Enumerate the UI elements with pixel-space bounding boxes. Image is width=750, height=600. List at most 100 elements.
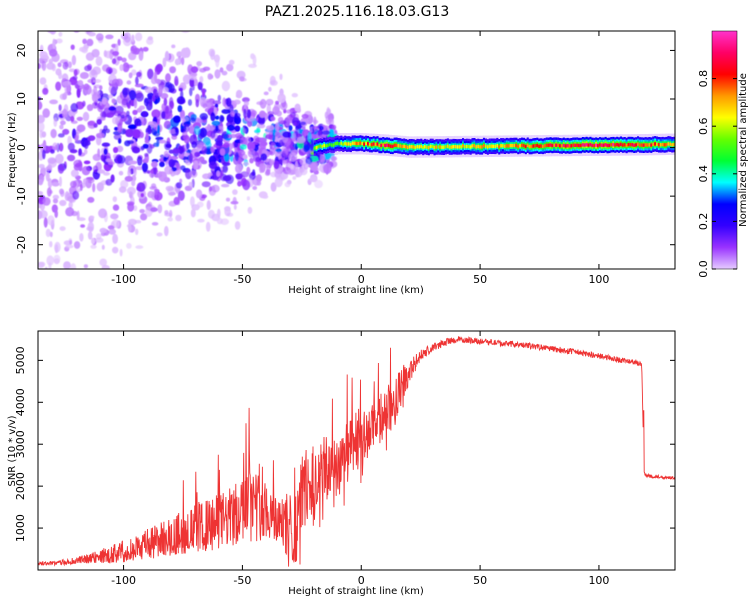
- spectrogram-blob: [67, 154, 76, 162]
- spectrogram-blob: [131, 179, 136, 187]
- colorbar-tick-label: 0.6: [697, 117, 710, 135]
- spectrogram-blob: [291, 93, 298, 98]
- spectrogram-blob: [111, 58, 117, 65]
- spectrogram-blob: [215, 140, 223, 147]
- spectrogram-blob: [156, 139, 160, 148]
- spectrogram-blob: [92, 183, 96, 193]
- spectrogram-blob: [76, 88, 81, 98]
- spectrogram-blob: [103, 50, 108, 58]
- spectrogram-blob: [181, 56, 185, 66]
- spectrogram-blob: [134, 32, 143, 42]
- spectrogram-ridge-cell: [595, 143, 598, 147]
- spectrogram-blob: [135, 76, 139, 85]
- spectrogram-blob: [152, 95, 156, 102]
- spectrogram-blob: [53, 117, 58, 127]
- spectrogram-blob: [243, 100, 249, 107]
- spectrogram-blob: [59, 124, 64, 130]
- spectrogram-ridge-cell: [585, 142, 588, 147]
- spectrogram-blob: [83, 139, 89, 150]
- spectrogram-blob: [190, 208, 196, 218]
- spectrogram-blob: [131, 34, 135, 43]
- spectrogram-blob: [236, 150, 246, 156]
- spectrogram-blob: [127, 124, 137, 130]
- spectrogram-blob: [248, 63, 257, 68]
- colorbar-tick-label: 0.0: [697, 260, 710, 278]
- spectrogram-ridge-cell: [661, 142, 664, 147]
- spectrogram-blob: [260, 153, 268, 161]
- spectrogram-blob: [220, 218, 230, 225]
- x-tick-label: 50: [473, 574, 487, 587]
- spectrogram-blob: [129, 191, 134, 199]
- spectrogram-ridge-cell: [368, 142, 371, 147]
- spectrogram-blob: [232, 189, 238, 195]
- spectrogram-blob: [49, 99, 58, 105]
- spectrogram-blob: [64, 84, 71, 95]
- spectrogram-blob: [172, 115, 181, 124]
- snr-marks: [38, 336, 675, 567]
- spectrogram-blob: [128, 89, 137, 101]
- spectrogram-ridge-cell: [646, 143, 649, 147]
- spectrogram-blob: [163, 150, 169, 158]
- spectrogram-ridge-cell: [376, 142, 379, 146]
- spectrogram-blob: [131, 146, 141, 154]
- spectrogram-blob: [222, 97, 227, 107]
- spectrogram-blob: [288, 125, 293, 132]
- spectrogram-blob: [199, 127, 208, 138]
- spectrogram-blob: [38, 164, 45, 169]
- spectrogram-blob: [188, 75, 197, 81]
- spectrogram-ridge-cell: [374, 142, 377, 147]
- spectrogram-blob: [162, 57, 167, 68]
- spectrogram-blob: [48, 261, 52, 269]
- spectrogram-blob: [137, 272, 146, 278]
- spectrogram-ridge-cell: [427, 145, 430, 150]
- spectrogram-blob: [314, 179, 323, 189]
- spectrogram-blob: [63, 307, 68, 314]
- spectrogram-blob: [93, 79, 102, 83]
- spectrogram-ridge-cell: [560, 144, 563, 148]
- spectrogram-blob: [229, 133, 238, 139]
- spectrogram-blob: [127, 103, 131, 109]
- spectrogram-blob: [219, 148, 226, 156]
- spectrogram-blob: [234, 221, 241, 230]
- spectrogram-blob: [214, 69, 221, 79]
- spectrogram-blob: [84, 31, 93, 35]
- spectrogram-blob: [293, 121, 297, 126]
- spectrogram-blob: [266, 125, 275, 131]
- spectrogram-blob: [242, 97, 250, 103]
- spectrogram-blob: [107, 225, 115, 230]
- y-tick-label: 2000: [14, 472, 27, 500]
- spectrogram-blob: [38, 114, 45, 124]
- spectrogram-ridge-cell: [403, 144, 406, 148]
- spectrogram-blob: [319, 125, 324, 131]
- spectrogram-blob: [151, 161, 158, 168]
- spectrogram-blob: [51, 314, 58, 318]
- spectrogram-blob: [134, 219, 142, 224]
- spectrogram-blob: [210, 146, 215, 154]
- spectrogram-ridge-cell: [621, 143, 624, 147]
- spectrogram-blob: [38, 179, 43, 186]
- spectrogram-blob: [234, 116, 242, 125]
- colorbar-scale: [712, 31, 737, 269]
- spectrogram-blob: [171, 134, 178, 140]
- spectrogram-ridge-cell: [363, 142, 366, 146]
- spectrogram-blob: [153, 71, 158, 79]
- spectrogram-blob: [183, 124, 190, 133]
- spectrogram-blob: [189, 170, 198, 178]
- spectrogram-blob: [180, 47, 189, 59]
- chart-title: PAZ1.2025.116.18.03.G13: [265, 4, 450, 20]
- spectrogram-blob: [128, 160, 138, 165]
- spectrogram-ridge-cell: [608, 143, 611, 148]
- snr-series-line: [38, 336, 675, 567]
- spectrogram-blob: [256, 174, 262, 183]
- spectrogram-blob: [92, 66, 101, 75]
- spectrogram-ridge-cell: [479, 145, 482, 149]
- spectrogram-blob: [179, 178, 183, 184]
- spectrogram-ridge-cell: [490, 144, 493, 148]
- spectrogram-blob: [161, 111, 166, 119]
- spectrogram-ridge-cell: [494, 144, 497, 148]
- spectrogram-blob: [148, 99, 153, 107]
- spectrogram-blob: [134, 8, 140, 15]
- spectrogram-blob: [96, 182, 105, 192]
- spectrogram-ridge-cell: [574, 143, 577, 147]
- spectrogram-blob: [141, 162, 148, 173]
